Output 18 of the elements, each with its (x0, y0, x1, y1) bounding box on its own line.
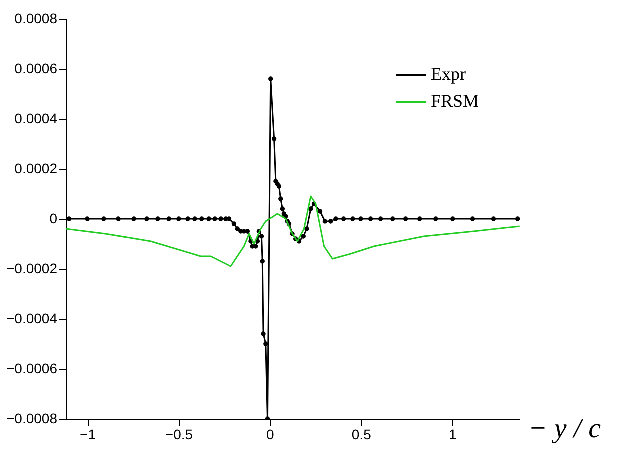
x-tick-label: 1 (448, 426, 457, 442)
legend-label: Expr (431, 64, 466, 84)
y-tick-label: 0 (50, 210, 58, 226)
x-axis-title: − y / c (528, 414, 602, 444)
y-tick-label: 0.0006 (14, 60, 58, 76)
x-tick-label: −1 (80, 426, 96, 442)
y-tick-label: −0.0002 (6, 260, 58, 276)
y-tick-label: −0.0006 (6, 360, 58, 376)
y-tick-label: −0.0004 (6, 310, 58, 326)
y-tick-label: 0.0004 (14, 110, 58, 126)
y-tick-label: 0.0008 (14, 10, 58, 26)
x-tick-label: 0 (266, 426, 275, 442)
y-tick-label: 0.0002 (14, 160, 58, 176)
line-series (66, 196, 520, 268)
x-tick-label: 0.5 (352, 426, 372, 442)
y-tick-label: −0.0008 (6, 410, 58, 426)
x-tick-label: −0.5 (165, 426, 194, 442)
legend-label: FRSM (431, 91, 480, 111)
